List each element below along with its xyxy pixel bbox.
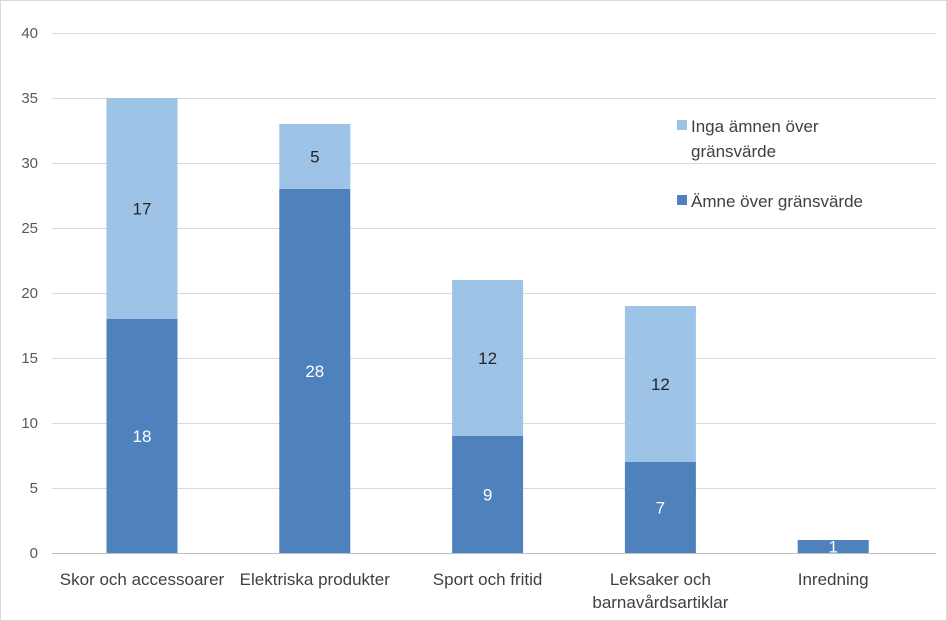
bar-segment <box>279 124 351 189</box>
bar-segment <box>106 98 178 319</box>
y-tick-label: 10 <box>21 415 38 432</box>
y-tick-label: 35 <box>21 90 38 107</box>
legend-label: Inga ämnen över <box>691 117 819 136</box>
legend-label: gränsvärde <box>691 142 776 161</box>
data-label: 5 <box>310 148 319 167</box>
y-tick-label: 0 <box>30 545 38 562</box>
x-axis-categories: Skor och accessoarer Elektriska produkter… <box>60 570 869 612</box>
bar-segment <box>452 436 524 553</box>
data-label: 9 <box>483 486 492 505</box>
legend: Inga ämnen över gränsvärde Ämne över gräns… <box>677 117 863 211</box>
bars <box>106 98 869 553</box>
category-label: Elektriska produkter <box>240 570 391 589</box>
bar-segment <box>279 189 351 553</box>
bar-segment <box>624 306 696 462</box>
y-axis-ticks: 0 5 10 15 20 25 30 35 40 <box>21 25 38 562</box>
y-tick-label: 20 <box>21 285 38 302</box>
category-label: Inredning <box>798 570 869 589</box>
data-label: 18 <box>133 427 152 446</box>
data-label: 12 <box>478 349 497 368</box>
data-label: 1 <box>828 538 837 557</box>
bar-segment <box>452 280 524 436</box>
y-tick-label: 40 <box>21 25 38 42</box>
y-tick-label: 25 <box>21 220 38 237</box>
category-label: Leksaker och <box>610 570 711 589</box>
category-label: barnavårdsartiklar <box>592 593 728 612</box>
category-label: Skor och accessoarer <box>60 570 225 589</box>
category-label: Sport och fritid <box>433 570 543 589</box>
legend-label: Ämne över gränsvärde <box>691 192 863 211</box>
y-tick-label: 15 <box>21 350 38 367</box>
legend-swatch <box>677 195 687 205</box>
gridlines <box>52 33 936 554</box>
bar-segment <box>106 319 178 553</box>
data-labels: 18 17 28 5 9 12 7 12 1 <box>133 148 838 557</box>
data-label: 7 <box>656 499 665 518</box>
bar-segment <box>797 540 869 553</box>
data-label: 12 <box>651 375 670 394</box>
data-label: 28 <box>305 362 324 381</box>
data-label: 17 <box>133 200 152 219</box>
y-tick-label: 30 <box>21 155 38 172</box>
legend-swatch <box>677 120 687 130</box>
bar-segment <box>624 462 696 553</box>
y-tick-label: 5 <box>30 480 38 497</box>
